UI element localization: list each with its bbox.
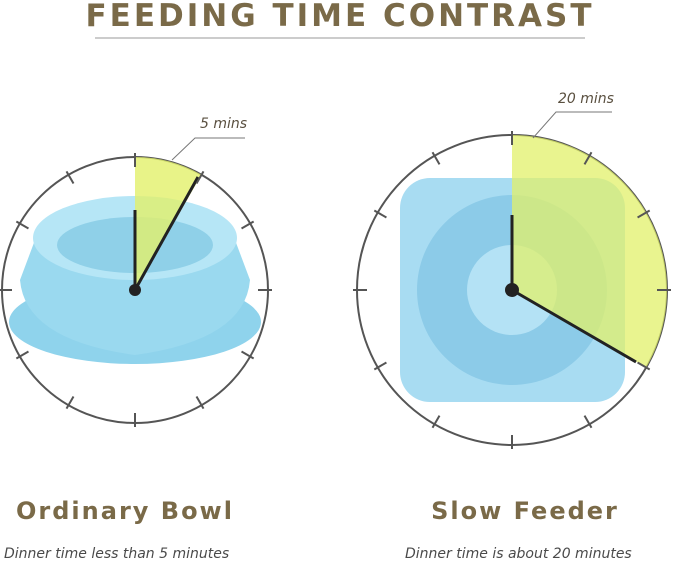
clock-tick [431,415,441,429]
clock-hand [511,288,637,364]
ordinary-bowl-clock: 5 mins [1,116,269,424]
clock-tick [637,361,651,371]
clock-pivot [505,283,519,297]
clock-hand [133,176,200,291]
time-wedge [512,135,667,368]
clock-tick [15,350,29,360]
leader-line [532,111,612,139]
clock-tick [65,396,75,410]
leader-line [171,137,245,161]
clock-tick [583,151,593,165]
title: FEEDING TIME CONTRAST [85,0,594,34]
time-label: 5 mins [200,116,247,132]
product-name: Ordinary Bowl [16,497,234,525]
caption: Dinner time is about 20 minutes [405,546,632,561]
clock-tick [15,220,29,230]
clock-tick [373,361,387,371]
clock-tick [373,209,387,219]
clock-tick [195,170,205,184]
clock-pivot [129,284,141,296]
clock-tick [65,170,75,184]
caption: Dinner time less than 5 minutes [4,546,229,561]
clock-tick [195,396,205,410]
product-name: Slow Feeder [431,497,619,525]
clock-tick [583,415,593,429]
clock-tick [241,350,255,360]
clock-tick [241,220,255,230]
slow-feeder-clock: 20 mins [356,91,668,446]
clock-tick [431,151,441,165]
time-wedge [135,157,202,290]
clock-tick [637,209,651,219]
time-label: 20 mins [558,91,614,107]
